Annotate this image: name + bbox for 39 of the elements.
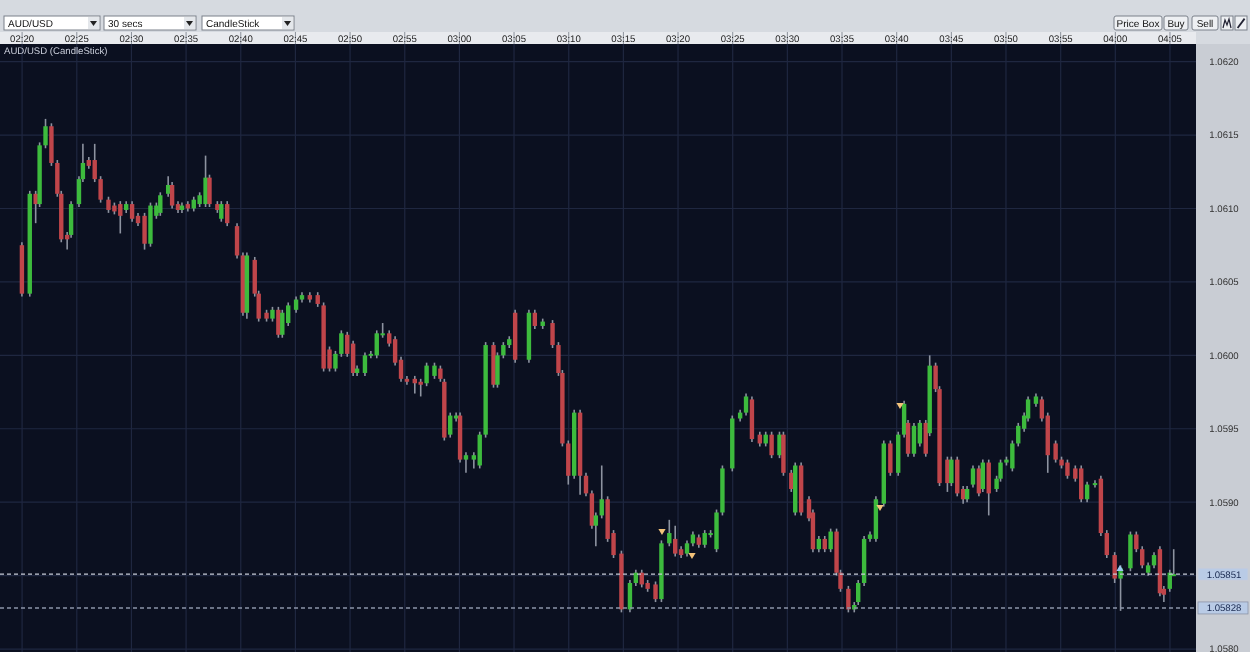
candlestick (673, 524, 678, 558)
candlestick (219, 200, 224, 223)
candlestick (1065, 458, 1070, 480)
candlestick (491, 341, 496, 389)
candlestick (225, 200, 230, 227)
candlestick (169, 181, 175, 210)
candlestick (793, 461, 798, 517)
candlestick (203, 154, 208, 208)
candlestick (949, 455, 954, 487)
candlestick (276, 306, 281, 339)
candlestick (532, 309, 538, 330)
candlestick (1079, 464, 1084, 503)
candlestick (526, 309, 532, 364)
candlestick (129, 200, 135, 223)
candlestick (512, 309, 518, 364)
candlestick (448, 411, 453, 439)
candlestick (1128, 530, 1133, 573)
candlestick (463, 451, 469, 474)
candlestick (873, 495, 879, 543)
candlestick (158, 191, 163, 217)
candlestick (749, 395, 755, 443)
candlestick (769, 430, 774, 459)
candlestick (280, 309, 285, 339)
candlestick (374, 329, 379, 360)
candlestick (148, 201, 153, 248)
candlestick (781, 430, 786, 477)
candlestick (789, 469, 794, 493)
candlestick (1157, 545, 1163, 597)
candlestick (976, 464, 982, 498)
candlestick (798, 461, 804, 517)
candlestick (888, 439, 893, 477)
candlestick (653, 580, 658, 603)
candlestick (970, 464, 976, 489)
candlestick (980, 458, 986, 493)
candlestick (911, 422, 917, 458)
candlestick (142, 212, 147, 251)
candlestick (362, 351, 368, 377)
candlestick (118, 200, 123, 235)
candlestick (828, 527, 833, 553)
